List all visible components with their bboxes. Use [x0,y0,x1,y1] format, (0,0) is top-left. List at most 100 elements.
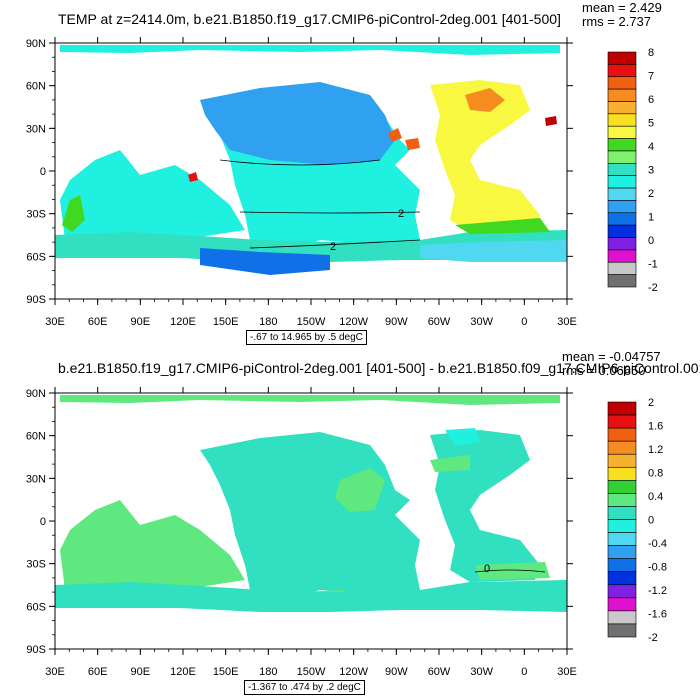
top-colorbar-swatch [607,237,637,251]
top-colorbar-label: 6 [648,94,654,106]
bottom-colorbar-swatch [607,558,637,573]
bottom-lat-label: 90N [26,388,46,400]
top-colorbar-label: 0 [648,235,654,247]
bottom-lat-label: 30N [26,473,46,485]
top-colorbar-swatch [607,150,637,164]
top-gulf-patch [388,128,402,142]
top-colorbar-label: 1 [648,212,654,224]
bottom-colorbar-label: 1.6 [648,421,663,433]
top-ocean-fill: 2 2 [55,45,567,275]
top-colorbar-swatch [607,138,637,152]
top-colorbar-swatch [607,64,637,78]
bottom-lat-label: 90S [26,644,46,656]
top-colorbar-swatch [607,187,637,201]
top-colorbar-swatch [607,76,637,90]
bottom-lat-label: 60S [26,601,46,613]
top-lat-label: 0 [40,166,46,178]
top-indian-ocean [60,150,245,240]
bottom-lon-label: 150W [297,666,326,678]
top-contour-label-2: 2 [330,241,336,253]
bottom-colorbar-swatch [607,597,637,612]
bottom-lon-label: 60E [88,666,108,678]
top-lat-label: 60N [26,81,46,93]
top-lon-label: 90W [385,316,408,328]
bottom-colorbar-label: -2 [648,632,658,644]
bottom-arctic-region [60,395,560,405]
top-lat-label: 30S [26,209,46,221]
top-colorbar-swatch [607,212,637,226]
top-colorbar-swatch [607,224,637,238]
top-colorbar: 8 7 6 5 4 3 2 1 0 -1 -2 [607,47,658,294]
bottom-north-atlantic-patch [445,428,480,446]
top-colorbar-swatch [607,261,637,275]
top-lat-label: 90N [26,38,46,50]
top-colorbar-label: -1 [648,259,658,271]
top-atlantic [430,80,540,232]
top-red-sea-patch [188,172,198,182]
bottom-lon-label: 30E [557,666,577,678]
top-colorbar-swatch [607,125,637,139]
top-south-atlantic-band [420,240,567,262]
top-lat-label: 90S [26,294,46,306]
bottom-southern-ocean [55,580,567,612]
bottom-colorbar-swatch [607,440,637,455]
top-mean-stat: mean = 2.429 [582,0,662,15]
bottom-rms-stat: rms = 0.06650 [562,363,646,378]
top-rms-stat: rms = 2.737 [582,14,652,29]
bottom-colorbar: 2 1.6 1.2 0.8 0.4 0 -0.4 -0.8 -1.2 -1.6 -2 [607,397,667,644]
bottom-colorbar-swatch [607,519,637,533]
bottom-lon-label: 150E [213,666,239,678]
top-contour-line-3 [219,159,381,166]
top-colorbar-swatch [607,274,637,288]
bottom-lon-label: 60W [428,666,451,678]
top-map-svg: 2 2 90N 60N 30N 0 30S 60S 90S 30E 60E 90E 120E 150E… [26,37,658,328]
top-lon-label: 60E [88,316,108,328]
top-lon-label: 150E [213,316,239,328]
bottom-lon-label: 120E [170,666,196,678]
bottom-colorbar-label: -0.4 [648,538,667,550]
top-colorbar-label: 4 [648,141,654,153]
bottom-colorbar-swatch [607,401,637,416]
top-lat-label: 30N [26,123,46,135]
bottom-lon-label: 30W [470,666,493,678]
top-lon-label: 30E [557,316,577,328]
top-contour-label-1: 2 [398,208,404,220]
bottom-colorbar-label: -1.6 [648,609,667,621]
bottom-colorbar-swatch [607,466,637,481]
bottom-colorbar-label: 0.8 [648,468,663,480]
bottom-colorbar-label: 1.2 [648,444,663,456]
top-lon-label: 120W [339,316,368,328]
top-green-band [455,218,550,234]
bottom-info-box: -1.367 to .474 by .2 degC [244,680,365,695]
bottom-lon-label: 90W [385,666,408,678]
bottom-colorbar-swatch [607,610,637,625]
top-colorbar-label: 3 [648,165,654,177]
bottom-colorbar-swatch [607,584,637,599]
bottom-mean-stat: mean = -0.04757 [562,349,661,364]
bottom-indian-ocean [60,500,245,590]
top-colorbar-label: 8 [648,47,654,59]
top-southern-deep-cold [200,248,330,275]
top-lon-label: 180 [259,316,277,328]
top-colorbar-swatch [607,88,637,102]
top-lon-label: 90E [131,316,151,328]
bottom-map-svg: 0 90N 60N 30N 0 30S 60S 90S 30E 60E 90E 120E 150E 18… [26,387,667,678]
bottom-colorbar-swatch [607,545,637,559]
top-colorbar-swatch [607,101,637,115]
top-colorbar-swatch [607,200,637,214]
top-lon-label: 60W [428,316,451,328]
top-caribbean-patch [405,138,420,150]
bottom-atlantic-green-patch [430,455,470,472]
bottom-panel: b.e21.B1850.f19_g17.CMIP6-piControl-2deg… [0,350,700,700]
top-arctic-region [60,45,560,55]
top-colorbar-label: -2 [648,282,658,294]
bottom-colorbar-swatch [607,623,637,638]
top-lon-label: 30W [470,316,493,328]
bottom-lat-label: 0 [40,516,46,528]
bottom-colorbar-swatch [607,506,637,520]
top-indian-green-patch [62,195,85,232]
bottom-colorbar-swatch [607,532,637,546]
top-colorbar-label: 2 [648,188,654,200]
bottom-colorbar-swatch [607,427,637,442]
bottom-contour-line [474,569,546,573]
